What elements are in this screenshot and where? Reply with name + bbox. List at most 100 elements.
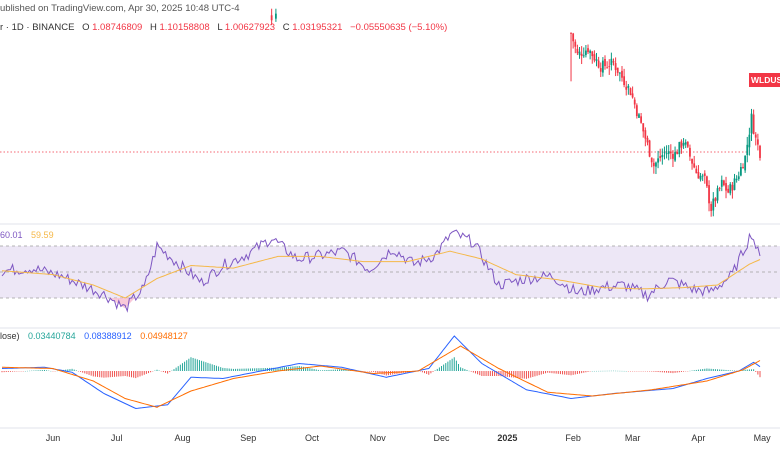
rsi-ma-line xyxy=(1,250,761,299)
macd-hist-bar xyxy=(254,368,256,371)
macd-hist-bar xyxy=(139,371,141,377)
macd-hist-bar xyxy=(695,369,697,371)
candle-body xyxy=(759,145,761,158)
candle xyxy=(716,185,719,204)
candle xyxy=(720,175,723,192)
candle-body xyxy=(667,151,670,154)
rsi-value: 60.01 xyxy=(0,230,23,240)
month-tick-label: Dec xyxy=(434,433,451,443)
candle-body xyxy=(716,188,719,201)
macd-hist-bar xyxy=(97,371,99,377)
macd-hist-bar xyxy=(213,365,215,371)
candle xyxy=(608,59,611,75)
macd-hist-bar xyxy=(481,371,483,376)
candle xyxy=(735,175,738,183)
macd-hist-bar xyxy=(281,367,283,371)
macd-hist-bar xyxy=(339,369,341,371)
candle-body xyxy=(580,53,583,57)
candle-body xyxy=(608,66,611,68)
candle xyxy=(706,175,708,188)
candle-body xyxy=(669,151,672,154)
candle xyxy=(625,80,628,96)
macd-hist-bar xyxy=(226,368,228,371)
macd-hist-bar xyxy=(757,371,759,375)
candle-body xyxy=(701,175,704,177)
candle-body xyxy=(678,142,681,155)
macd-hist-bar xyxy=(583,371,585,373)
macd-hist-bar xyxy=(680,371,682,372)
macd-hist-bar xyxy=(587,371,589,372)
macd-hist-bar xyxy=(122,371,124,377)
macd-hist-bar xyxy=(137,371,139,378)
candle-body xyxy=(693,163,696,168)
macd-hist-bar xyxy=(116,371,118,377)
macd-hist-bar xyxy=(239,368,241,371)
candle xyxy=(595,52,598,67)
candle xyxy=(646,135,649,146)
macd-hist-bar xyxy=(487,371,489,376)
macd-hist-bar xyxy=(753,369,755,371)
candle xyxy=(752,109,755,135)
candle-body xyxy=(754,134,757,138)
macd-hist-bar xyxy=(702,369,704,371)
candle-body xyxy=(591,51,594,57)
open-value: 1.08746809 xyxy=(92,22,142,33)
macd-hist-bar xyxy=(472,371,474,373)
candle-body xyxy=(695,168,698,174)
macd-hist-bar xyxy=(657,371,659,373)
candle xyxy=(733,173,736,191)
macd-hist-bar xyxy=(290,366,292,371)
macd-hist-bar xyxy=(659,371,661,373)
macd-hist-bar xyxy=(120,371,122,377)
candle xyxy=(593,50,596,63)
candle xyxy=(640,113,642,124)
macd-hist-bar xyxy=(725,369,727,371)
month-tick-label: Mar xyxy=(625,433,641,443)
candle xyxy=(684,139,687,149)
candle-body xyxy=(638,114,640,118)
candle xyxy=(621,66,623,82)
candle xyxy=(572,32,575,49)
macd-hist-bar xyxy=(131,371,133,378)
macd-hist-bar xyxy=(712,368,714,371)
macd-hist-bar xyxy=(94,371,96,377)
candle-body xyxy=(582,55,585,57)
macd-hist-bar xyxy=(273,367,275,371)
macd-hist-bar xyxy=(462,368,464,371)
macd-hist-bar xyxy=(292,366,294,371)
candle-body xyxy=(640,116,642,123)
macd-hist-bar xyxy=(75,370,77,371)
macd-hist-bar xyxy=(211,364,213,371)
macd-hist-bar xyxy=(683,371,685,372)
candle-body xyxy=(604,58,606,67)
month-tick-label: Nov xyxy=(370,433,387,443)
macd-hist-bar xyxy=(651,371,653,372)
candle xyxy=(714,197,717,207)
macd-hist-bar xyxy=(551,371,553,374)
candle xyxy=(701,173,704,182)
macd-hist-bar xyxy=(194,358,196,371)
macd-hist-bar xyxy=(198,360,200,371)
macd-hist-bar xyxy=(719,369,721,371)
candle-body xyxy=(595,59,598,61)
macd-hist-bar xyxy=(241,368,243,371)
candle xyxy=(627,83,630,95)
candle xyxy=(710,201,713,217)
candle-body xyxy=(618,72,621,74)
signal-value: 0.08388912 xyxy=(84,331,132,341)
macd-hist-bar xyxy=(449,360,451,371)
macd-hist-bar xyxy=(517,371,519,378)
macd-hist-bar xyxy=(585,371,587,373)
macd-hist-bar xyxy=(521,371,523,379)
candle xyxy=(648,139,651,158)
macd-hist-bar xyxy=(464,369,466,371)
candle xyxy=(644,127,647,147)
candle-body xyxy=(570,33,572,34)
candle xyxy=(629,87,632,96)
macd-hist-bar xyxy=(343,369,345,371)
macd-hist-bar xyxy=(566,371,568,375)
macd-hist-bar xyxy=(731,370,733,371)
macd-hist-bar xyxy=(426,371,428,374)
candle-body xyxy=(627,85,630,88)
candle-body xyxy=(648,140,651,157)
